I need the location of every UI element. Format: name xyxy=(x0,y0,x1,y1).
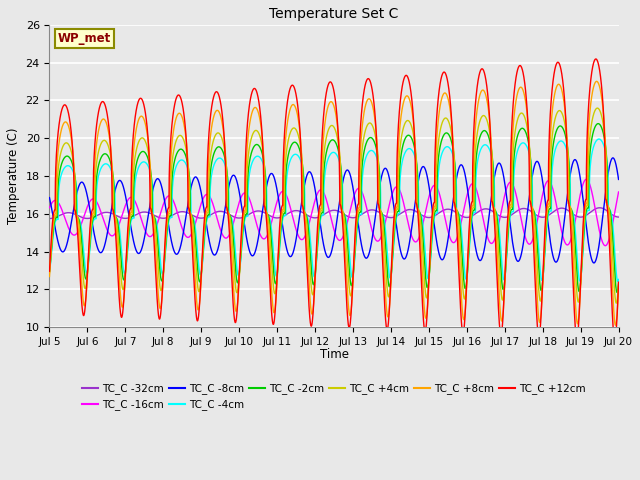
Y-axis label: Temperature (C): Temperature (C) xyxy=(7,128,20,224)
Title: Temperature Set C: Temperature Set C xyxy=(269,7,399,21)
Text: WP_met: WP_met xyxy=(58,33,111,46)
X-axis label: Time: Time xyxy=(319,348,349,361)
Legend: TC_C -32cm, TC_C -16cm, TC_C -8cm, TC_C -4cm, TC_C -2cm, TC_C +4cm, TC_C +8cm, T: TC_C -32cm, TC_C -16cm, TC_C -8cm, TC_C … xyxy=(78,379,590,415)
